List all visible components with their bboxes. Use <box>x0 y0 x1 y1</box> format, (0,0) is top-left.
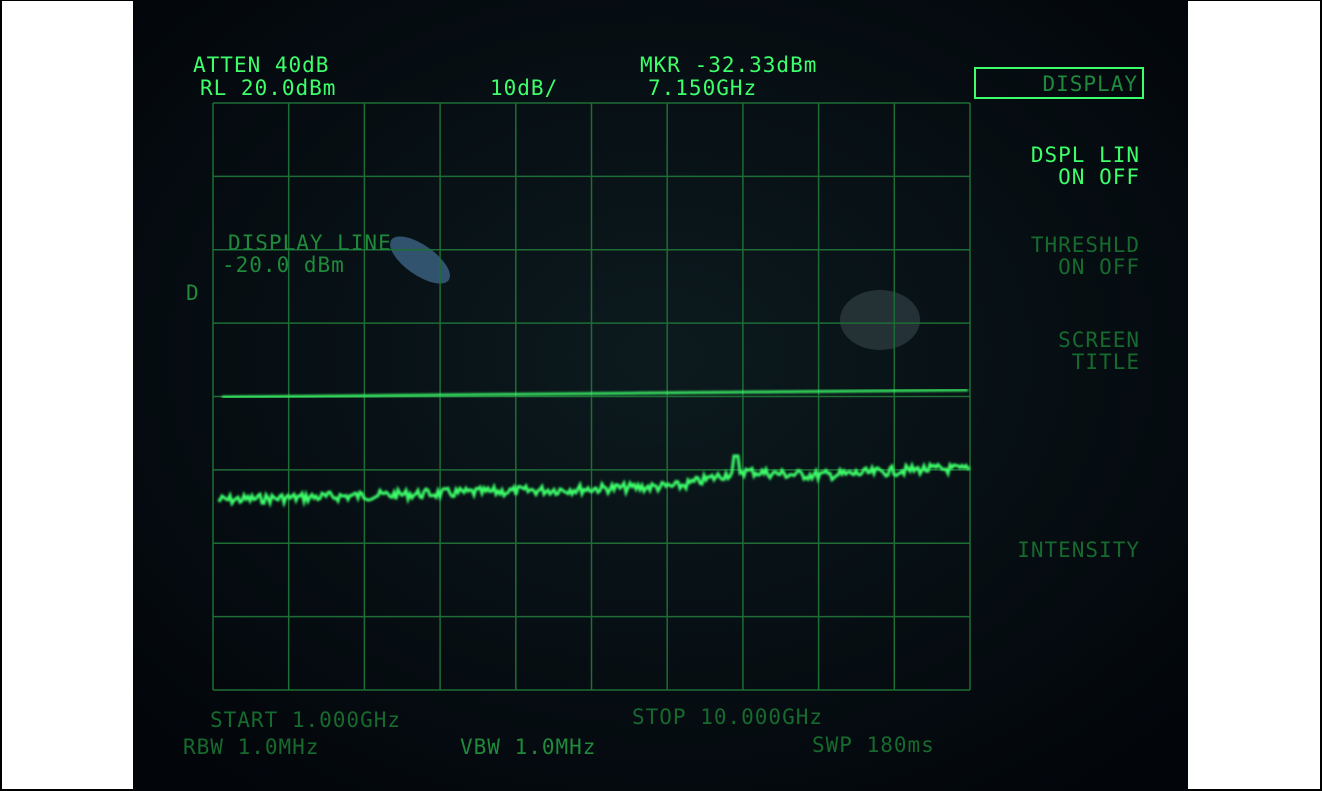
trace <box>217 454 971 509</box>
marker-freq: 7.150GHz <box>648 76 757 100</box>
rbw: RBW 1.0MHz <box>183 735 319 759</box>
atten: ATTEN 40dB <box>193 53 329 77</box>
softkey: TITLE <box>1072 350 1140 374</box>
ref-level: RL 20.0dBm <box>200 76 336 100</box>
softkey: SCREEN <box>1058 328 1140 352</box>
start-freq: START 1.000GHz <box>210 708 401 732</box>
display-line-label: DISPLAY LINE <box>228 231 392 255</box>
glare <box>840 290 920 350</box>
marker-flag: D <box>186 281 200 305</box>
softkey: THRESHLD <box>1031 233 1140 257</box>
vbw: VBW 1.0MHz <box>460 735 596 759</box>
sweep: SWP 180ms <box>812 733 935 757</box>
softkey-state: ON OFF <box>1058 255 1140 279</box>
softkey-title-box <box>974 67 1144 99</box>
stop-freq: STOP 10.000GHz <box>632 705 823 729</box>
softkey: INTENSITY <box>1017 538 1140 562</box>
glare <box>390 236 450 284</box>
display-line <box>221 388 969 399</box>
softkey-state: ON OFF <box>1058 165 1140 189</box>
marker-level: MKR -32.33dBm <box>640 53 817 77</box>
display-line-level: -20.0 dBm <box>222 253 345 277</box>
softkey: DSPL LIN <box>1031 143 1140 167</box>
scale: 10dB/ <box>490 76 558 100</box>
softkey-title: DISPLAY <box>1042 72 1138 96</box>
